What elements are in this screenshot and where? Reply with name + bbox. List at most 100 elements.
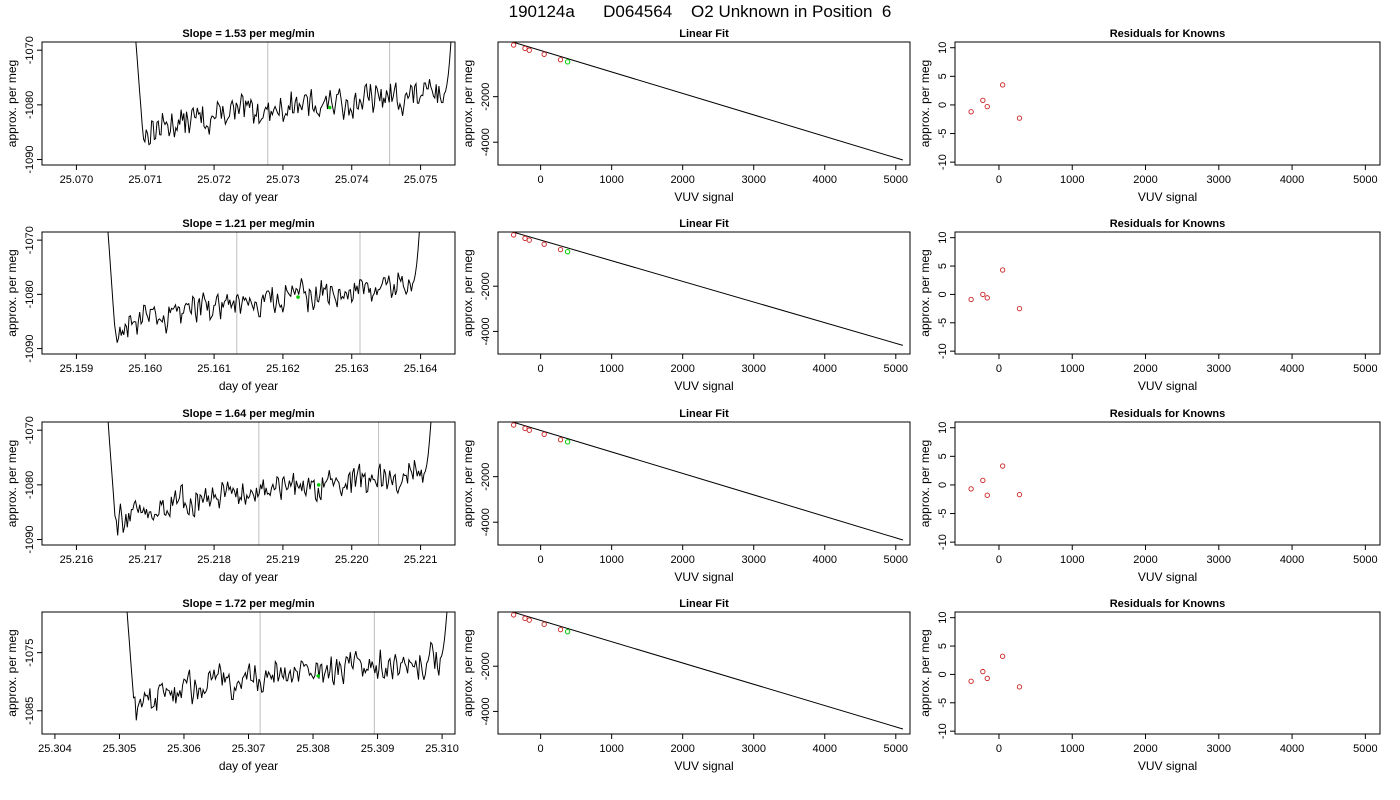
x-tick-label: 5000 xyxy=(1353,554,1377,566)
plot-area xyxy=(135,42,452,165)
x-tick-label: 0 xyxy=(538,743,544,755)
known-point xyxy=(999,82,1006,88)
x-tick-label: 5000 xyxy=(884,554,908,566)
plot-area xyxy=(107,422,432,545)
panel-3-2: Linear Fit 0 1000 2000 3000 4000 5000 -4000 -200… xyxy=(461,408,911,584)
y-axis-label: approx. per meg xyxy=(5,440,19,527)
plot-frame xyxy=(497,421,911,546)
known-point xyxy=(984,675,990,682)
x-tick-label: 25.072 xyxy=(197,174,231,186)
plot-area xyxy=(126,612,448,734)
fit-line xyxy=(510,612,904,730)
known-point xyxy=(557,437,564,443)
y-tick-label: 5 xyxy=(937,643,949,649)
known-point xyxy=(526,617,532,623)
plot-frame xyxy=(954,231,1381,355)
x-axis-label: VUV signal xyxy=(674,379,733,393)
x-tick-label: 25.074 xyxy=(335,174,369,186)
y-axis-label: approx. per meg xyxy=(918,629,932,716)
panel-title: Slope = 1.53 per meg/min xyxy=(182,28,315,40)
fit-line xyxy=(511,232,904,346)
x-tick-label: 25.218 xyxy=(197,554,231,566)
panel-title: Linear Fit xyxy=(679,218,729,230)
plot-area xyxy=(968,82,1023,121)
x-axis-label: VUV signal xyxy=(1138,759,1197,773)
x-tick-label: 25.221 xyxy=(404,554,438,566)
y-tick-label: 0 xyxy=(937,482,949,488)
known-point xyxy=(980,291,986,298)
plot-area xyxy=(510,232,904,346)
known-point xyxy=(968,296,974,303)
y-axis-label: approx. per meg xyxy=(461,440,475,527)
y-tick-label: -10 xyxy=(937,343,949,359)
known-point xyxy=(999,653,1006,659)
unknown-point xyxy=(564,628,571,635)
signal-line xyxy=(107,422,432,536)
x-tick-label: 25.216 xyxy=(60,554,94,566)
y-tick-label: 0 xyxy=(937,291,949,297)
x-axis-label: VUV signal xyxy=(1138,379,1197,393)
x-axis-label: day of year xyxy=(219,379,278,393)
panel-1-3: Residuals for Knowns 0 1000 2000 3000 4000 500… xyxy=(918,28,1381,204)
panel-1-2: Linear Fit 0 1000 2000 3000 4000 5000 -4000 -200… xyxy=(461,28,911,204)
unknown-marker xyxy=(296,295,300,299)
plot-area xyxy=(968,653,1023,690)
x-tick-label: 2000 xyxy=(1133,363,1157,375)
panel-title: Residuals for Knowns xyxy=(1110,218,1226,230)
unknown-point xyxy=(564,248,571,255)
x-tick-label: 4000 xyxy=(813,743,837,755)
panel-1-1: Slope = 1.53 per meg/min 25.070 25.071 25.0… xyxy=(5,28,456,204)
known-point xyxy=(510,42,517,48)
x-tick-label: 3000 xyxy=(741,554,765,566)
panel-title: Residuals for Knowns xyxy=(1110,28,1226,40)
plot-frame xyxy=(954,41,1381,166)
known-point xyxy=(522,45,528,52)
y-tick-label: -1090 xyxy=(24,525,36,553)
known-point xyxy=(968,109,974,115)
known-point xyxy=(1016,684,1023,690)
panel-3-3: Residuals for Knowns 0 1000 2000 3000 4000 500… xyxy=(918,408,1381,584)
fit-line xyxy=(510,422,904,541)
y-tick-label: 0 xyxy=(937,671,949,677)
panel-2-2: Linear Fit 0 1000 2000 3000 4000 5000 -4000 -200… xyxy=(461,218,911,393)
y-tick-label: -5 xyxy=(937,698,949,708)
plot-frame xyxy=(41,421,456,546)
y-tick-label: -1085 xyxy=(24,697,36,725)
known-point xyxy=(968,486,974,492)
y-tick-label: -4000 xyxy=(480,317,492,345)
y-tick-label: 5 xyxy=(937,263,949,269)
plot-area xyxy=(510,422,904,541)
y-tick-label: 10 xyxy=(937,42,949,54)
x-axis-label: VUV signal xyxy=(1138,190,1197,204)
x-tick-label: 0 xyxy=(996,174,1002,186)
x-tick-label: 25.304 xyxy=(38,743,72,755)
known-point xyxy=(541,51,547,57)
x-tick-label: 4000 xyxy=(1280,554,1304,566)
x-tick-label: 2000 xyxy=(670,554,694,566)
x-axis-label: day of year xyxy=(219,759,278,773)
x-tick-label: 0 xyxy=(538,554,544,566)
known-point xyxy=(522,235,528,241)
known-point xyxy=(999,267,1006,273)
y-axis-label: approx. per meg xyxy=(5,60,19,147)
x-tick-label: 3000 xyxy=(1207,554,1231,566)
plot-frame xyxy=(954,611,1381,735)
plot-frame xyxy=(41,231,456,355)
y-tick-label: -1080 xyxy=(24,91,36,119)
y-tick-label: 5 xyxy=(937,453,949,459)
y-axis-label: approx. per meg xyxy=(461,629,475,716)
x-tick-label: 5000 xyxy=(1353,363,1377,375)
plot-frame xyxy=(497,41,911,166)
known-point xyxy=(980,477,986,484)
unknown-point xyxy=(564,59,571,65)
y-tick-label: -5 xyxy=(937,509,949,519)
x-tick-label: 25.310 xyxy=(425,743,459,755)
y-axis-label: approx. per meg xyxy=(461,60,475,147)
y-tick-label: -2000 xyxy=(480,652,492,680)
y-tick-label: -1080 xyxy=(24,280,36,308)
known-point xyxy=(541,241,547,247)
x-tick-label: 1000 xyxy=(599,174,623,186)
panel-title: Linear Fit xyxy=(679,408,729,420)
y-tick-label: -4000 xyxy=(480,697,492,725)
x-tick-label: 25.075 xyxy=(404,174,438,186)
